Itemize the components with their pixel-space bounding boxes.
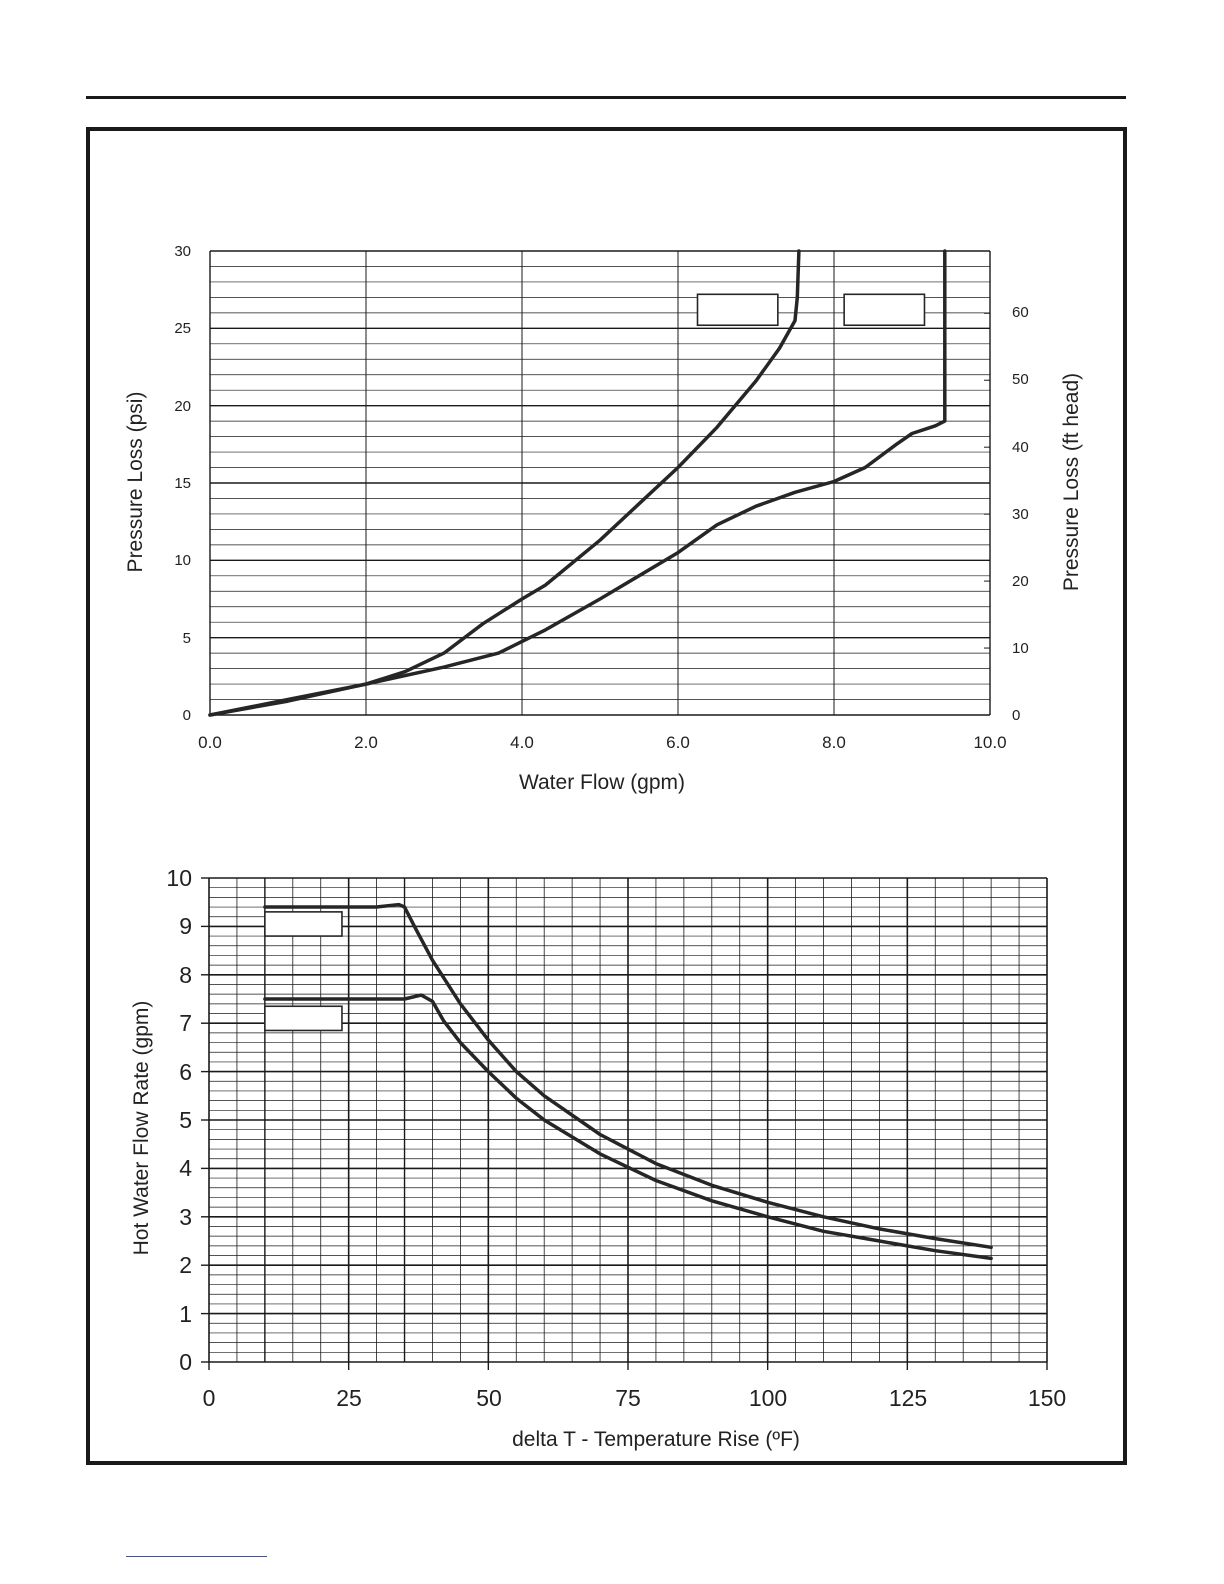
chart2-x-tick: 0 bbox=[203, 1385, 216, 1411]
chart1-y-tick: 5 bbox=[183, 630, 191, 647]
chart2-y-tick: 6 bbox=[179, 1059, 192, 1085]
chart2-y-tick: 9 bbox=[179, 913, 192, 939]
chart1-y2-axis-label: Pressure Loss (ft head) bbox=[1060, 373, 1083, 591]
chart1-y-tick: 10 bbox=[174, 552, 191, 569]
chart1-series-1-line bbox=[208, 249, 801, 717]
chart2-y-tick: 3 bbox=[179, 1204, 192, 1230]
chart2-y-tick: 7 bbox=[179, 1010, 192, 1036]
chart1-y2-tick: 50 bbox=[1012, 371, 1029, 388]
chart1-y-tick: 30 bbox=[174, 243, 191, 260]
chart2-y-tick: 0 bbox=[179, 1349, 192, 1375]
chart1-y2-tick: 10 bbox=[1012, 640, 1029, 657]
chart2-y-tick: 10 bbox=[166, 865, 192, 891]
chart2-x-axis-label: delta T - Temperature Rise (ºF) bbox=[512, 1428, 800, 1451]
chart1-y2-tick: 40 bbox=[1012, 439, 1029, 456]
chart1-y-tick: 0 bbox=[183, 707, 191, 724]
chart2-legend-box-1 bbox=[264, 911, 343, 937]
chart2-y-tick-labels: 0 1 2 3 4 5 6 7 8 9 10 bbox=[166, 865, 192, 1375]
chart2-y-tick: 4 bbox=[179, 1155, 192, 1181]
chart1-legend-box-1 bbox=[696, 293, 779, 327]
chart2-x-tick-labels: 0 25 50 75 100 125 150 bbox=[203, 1385, 1067, 1411]
chart1-x-tick: 4.0 bbox=[510, 733, 534, 752]
chart1-y2-tick: 30 bbox=[1012, 506, 1029, 523]
chart2-x-tick: 75 bbox=[615, 1385, 641, 1411]
chart2-y-tick: 5 bbox=[179, 1107, 192, 1133]
chart2-series-2-line bbox=[263, 993, 993, 1261]
chart2-x-tick: 50 bbox=[476, 1385, 502, 1411]
chart-frame bbox=[86, 127, 1127, 1465]
header-rule bbox=[86, 96, 1126, 99]
chart1-y-tick-labels: 0 5 10 15 20 25 30 bbox=[174, 243, 191, 724]
chart1-y-tick: 15 bbox=[174, 475, 191, 492]
chart1-x-tick: 0.0 bbox=[198, 733, 222, 752]
chart1-x-tick-labels: 0.0 2.0 4.0 6.0 8.0 10.0 bbox=[198, 733, 1006, 752]
chart2-x-tick: 25 bbox=[336, 1385, 362, 1411]
chart1-series-2-line bbox=[208, 249, 947, 717]
chart1-y-axis-label: Pressure Loss (psi) bbox=[124, 392, 147, 573]
chart1-y-tick: 20 bbox=[174, 398, 191, 415]
chart2-x-tick: 100 bbox=[749, 1385, 787, 1411]
chart2-y-tick: 2 bbox=[179, 1252, 192, 1278]
chart1-x-tick: 2.0 bbox=[354, 733, 378, 752]
chart2-x-tick: 125 bbox=[889, 1385, 927, 1411]
chart1-x-tick: 6.0 bbox=[666, 733, 690, 752]
chart1-x-axis-label: Water Flow (gpm) bbox=[519, 771, 685, 794]
chart1-x-tick: 10.0 bbox=[973, 733, 1006, 752]
chart1-y-tick: 25 bbox=[174, 320, 191, 337]
chart1-x-tick: 8.0 bbox=[822, 733, 846, 752]
chart1-y2-tick-labels: 0 10 20 30 40 50 60 bbox=[1012, 304, 1029, 724]
chart1-legend-box-2 bbox=[843, 293, 926, 327]
chart2-y-tick: 8 bbox=[179, 962, 192, 988]
chart2-series-1-line bbox=[263, 902, 993, 1250]
footer-link-underline bbox=[126, 1556, 267, 1557]
chart1-y2-tick: 0 bbox=[1012, 707, 1020, 724]
chart1-y2-tick: 60 bbox=[1012, 304, 1029, 321]
chart2-y-axis-label: Hot Water Flow Rate (gpm) bbox=[130, 1001, 153, 1256]
chart2-y-tick: 1 bbox=[179, 1301, 192, 1327]
chart2-legend-box-2 bbox=[264, 1005, 343, 1032]
chart2-x-tick: 150 bbox=[1028, 1385, 1066, 1411]
chart1-y2-tick: 20 bbox=[1012, 573, 1029, 590]
